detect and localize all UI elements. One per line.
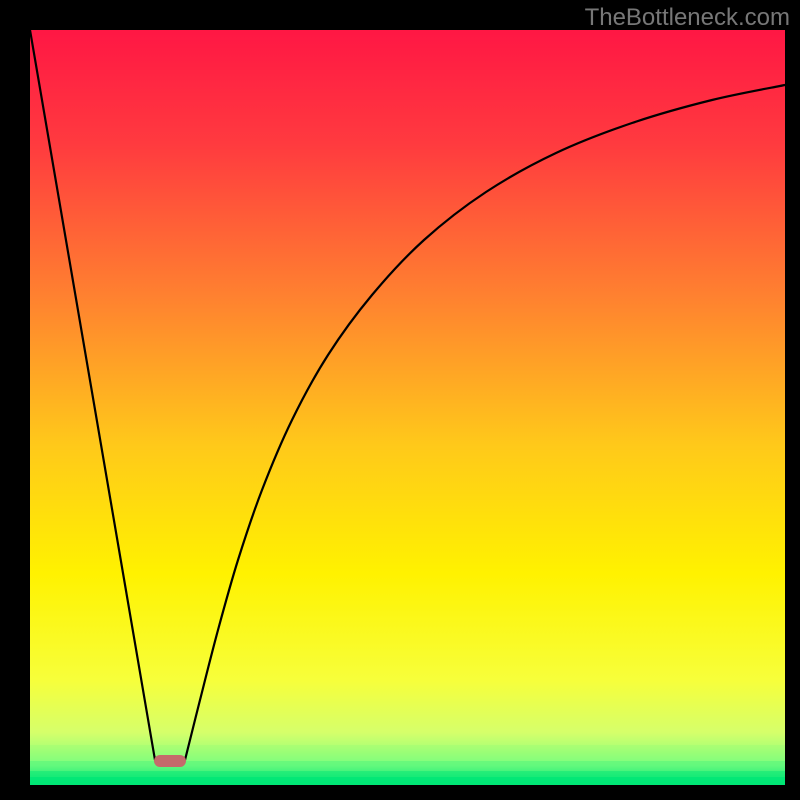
- bottleneck-chart: [0, 0, 800, 800]
- chart-container: TheBottleneck.com: [0, 0, 800, 800]
- watermark-text: TheBottleneck.com: [585, 4, 790, 32]
